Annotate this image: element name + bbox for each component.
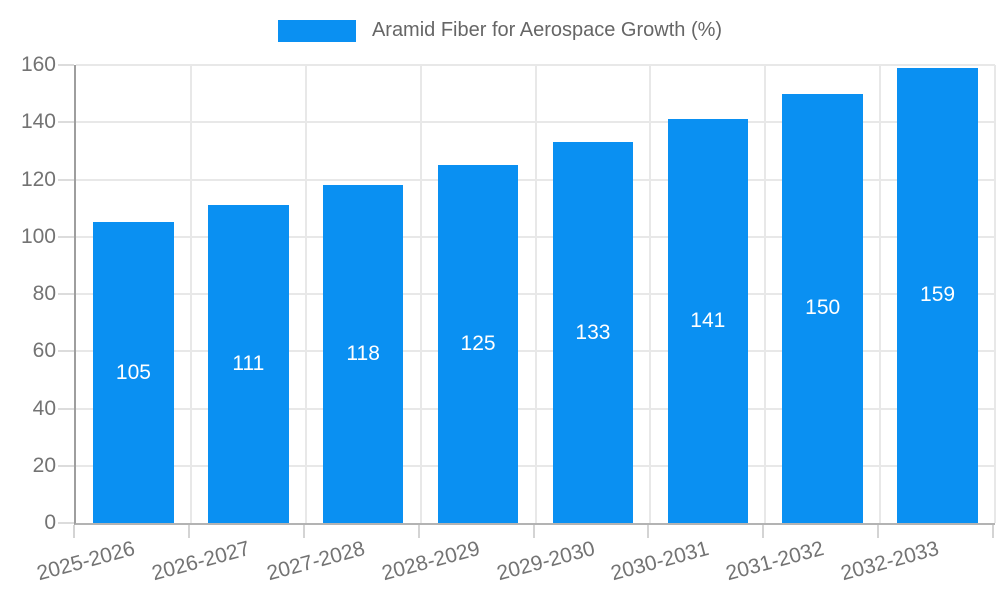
bar-2031-2032[interactable]: 150 bbox=[782, 93, 863, 523]
v-gridline-7 bbox=[879, 65, 882, 523]
x-tick-0 bbox=[73, 525, 75, 538]
x-tick-3 bbox=[417, 525, 420, 538]
x-tick-6 bbox=[762, 525, 765, 538]
bar-2027-2028[interactable]: 118 bbox=[322, 185, 404, 523]
bar-value-label: 133 bbox=[575, 320, 611, 344]
y-tick-40 bbox=[58, 407, 74, 410]
bar-value-label: 125 bbox=[460, 332, 496, 356]
x-tick-label-2030-2031: 2030-2031 bbox=[608, 537, 712, 586]
v-gridline-6 bbox=[764, 65, 767, 523]
y-tick-120 bbox=[58, 178, 74, 181]
x-tick-label-2025-2026: 2025-2026 bbox=[34, 537, 138, 586]
y-tick-label-120: 120 bbox=[20, 167, 56, 191]
x-tick-label-2031-2032: 2031-2032 bbox=[723, 537, 827, 586]
bar-2029-2030[interactable]: 133 bbox=[552, 142, 634, 523]
y-tick-100 bbox=[58, 235, 74, 238]
v-gridline-2 bbox=[304, 65, 307, 523]
v-gridline-8 bbox=[994, 65, 996, 523]
y-tick-label-40: 40 bbox=[32, 396, 56, 420]
legend-swatch bbox=[277, 19, 356, 42]
x-tick-label-2029-2030: 2029-2030 bbox=[493, 537, 597, 586]
y-tick-160 bbox=[58, 64, 74, 66]
v-gridline-3 bbox=[419, 65, 422, 523]
x-tick-4 bbox=[532, 525, 535, 538]
bar-value-label: 159 bbox=[920, 283, 956, 307]
v-gridline-4 bbox=[534, 65, 537, 523]
y-tick-label-160: 160 bbox=[20, 53, 56, 76]
y-tick-label-20: 20 bbox=[32, 453, 56, 477]
bar-2030-2031[interactable]: 141 bbox=[667, 119, 748, 523]
y-tick-label-80: 80 bbox=[32, 282, 56, 305]
bar-value-label: 141 bbox=[690, 309, 726, 333]
x-tick-5 bbox=[647, 525, 650, 538]
legend-label: Aramid Fiber for Aerospace Growth (%) bbox=[371, 19, 723, 41]
y-tick-0 bbox=[58, 522, 74, 524]
y-tick-label-140: 140 bbox=[20, 110, 56, 134]
chart-legend[interactable]: Aramid Fiber for Aerospace Growth (%) bbox=[0, 19, 1000, 42]
plot-area: 105 111 118 125 133 141 150 159 bbox=[74, 64, 996, 525]
bar-2026-2027[interactable]: 111 bbox=[208, 205, 289, 523]
x-tick-2 bbox=[302, 525, 305, 538]
x-tick-label-2026-2027: 2026-2027 bbox=[149, 537, 253, 586]
y-tick-140 bbox=[58, 121, 74, 124]
x-tick-1 bbox=[187, 525, 190, 538]
bar-value-label: 150 bbox=[805, 296, 841, 320]
v-gridline-5 bbox=[649, 65, 652, 523]
x-tick-label-2028-2029: 2028-2029 bbox=[379, 537, 483, 586]
y-tick-label-60: 60 bbox=[32, 339, 56, 363]
bar-value-label: 118 bbox=[346, 342, 380, 366]
bar-2032-2033[interactable]: 159 bbox=[897, 67, 978, 523]
y-tick-80 bbox=[58, 293, 74, 295]
bar-value-label: 105 bbox=[115, 360, 151, 384]
bar-value-label: 111 bbox=[232, 352, 265, 376]
y-tick-label-0: 0 bbox=[44, 511, 56, 534]
y-tick-20 bbox=[58, 464, 74, 467]
bar-2028-2029[interactable]: 125 bbox=[437, 165, 519, 523]
y-tick-60 bbox=[58, 350, 74, 353]
y-tick-label-100: 100 bbox=[20, 224, 56, 248]
bar-2025-2026[interactable]: 105 bbox=[93, 222, 174, 523]
x-tick-7 bbox=[877, 525, 880, 538]
v-gridline-1 bbox=[189, 65, 192, 523]
x-tick-label-2027-2028: 2027-2028 bbox=[264, 537, 368, 586]
x-tick-8 bbox=[992, 525, 994, 538]
x-tick-label-2032-2033: 2032-2033 bbox=[838, 537, 942, 586]
